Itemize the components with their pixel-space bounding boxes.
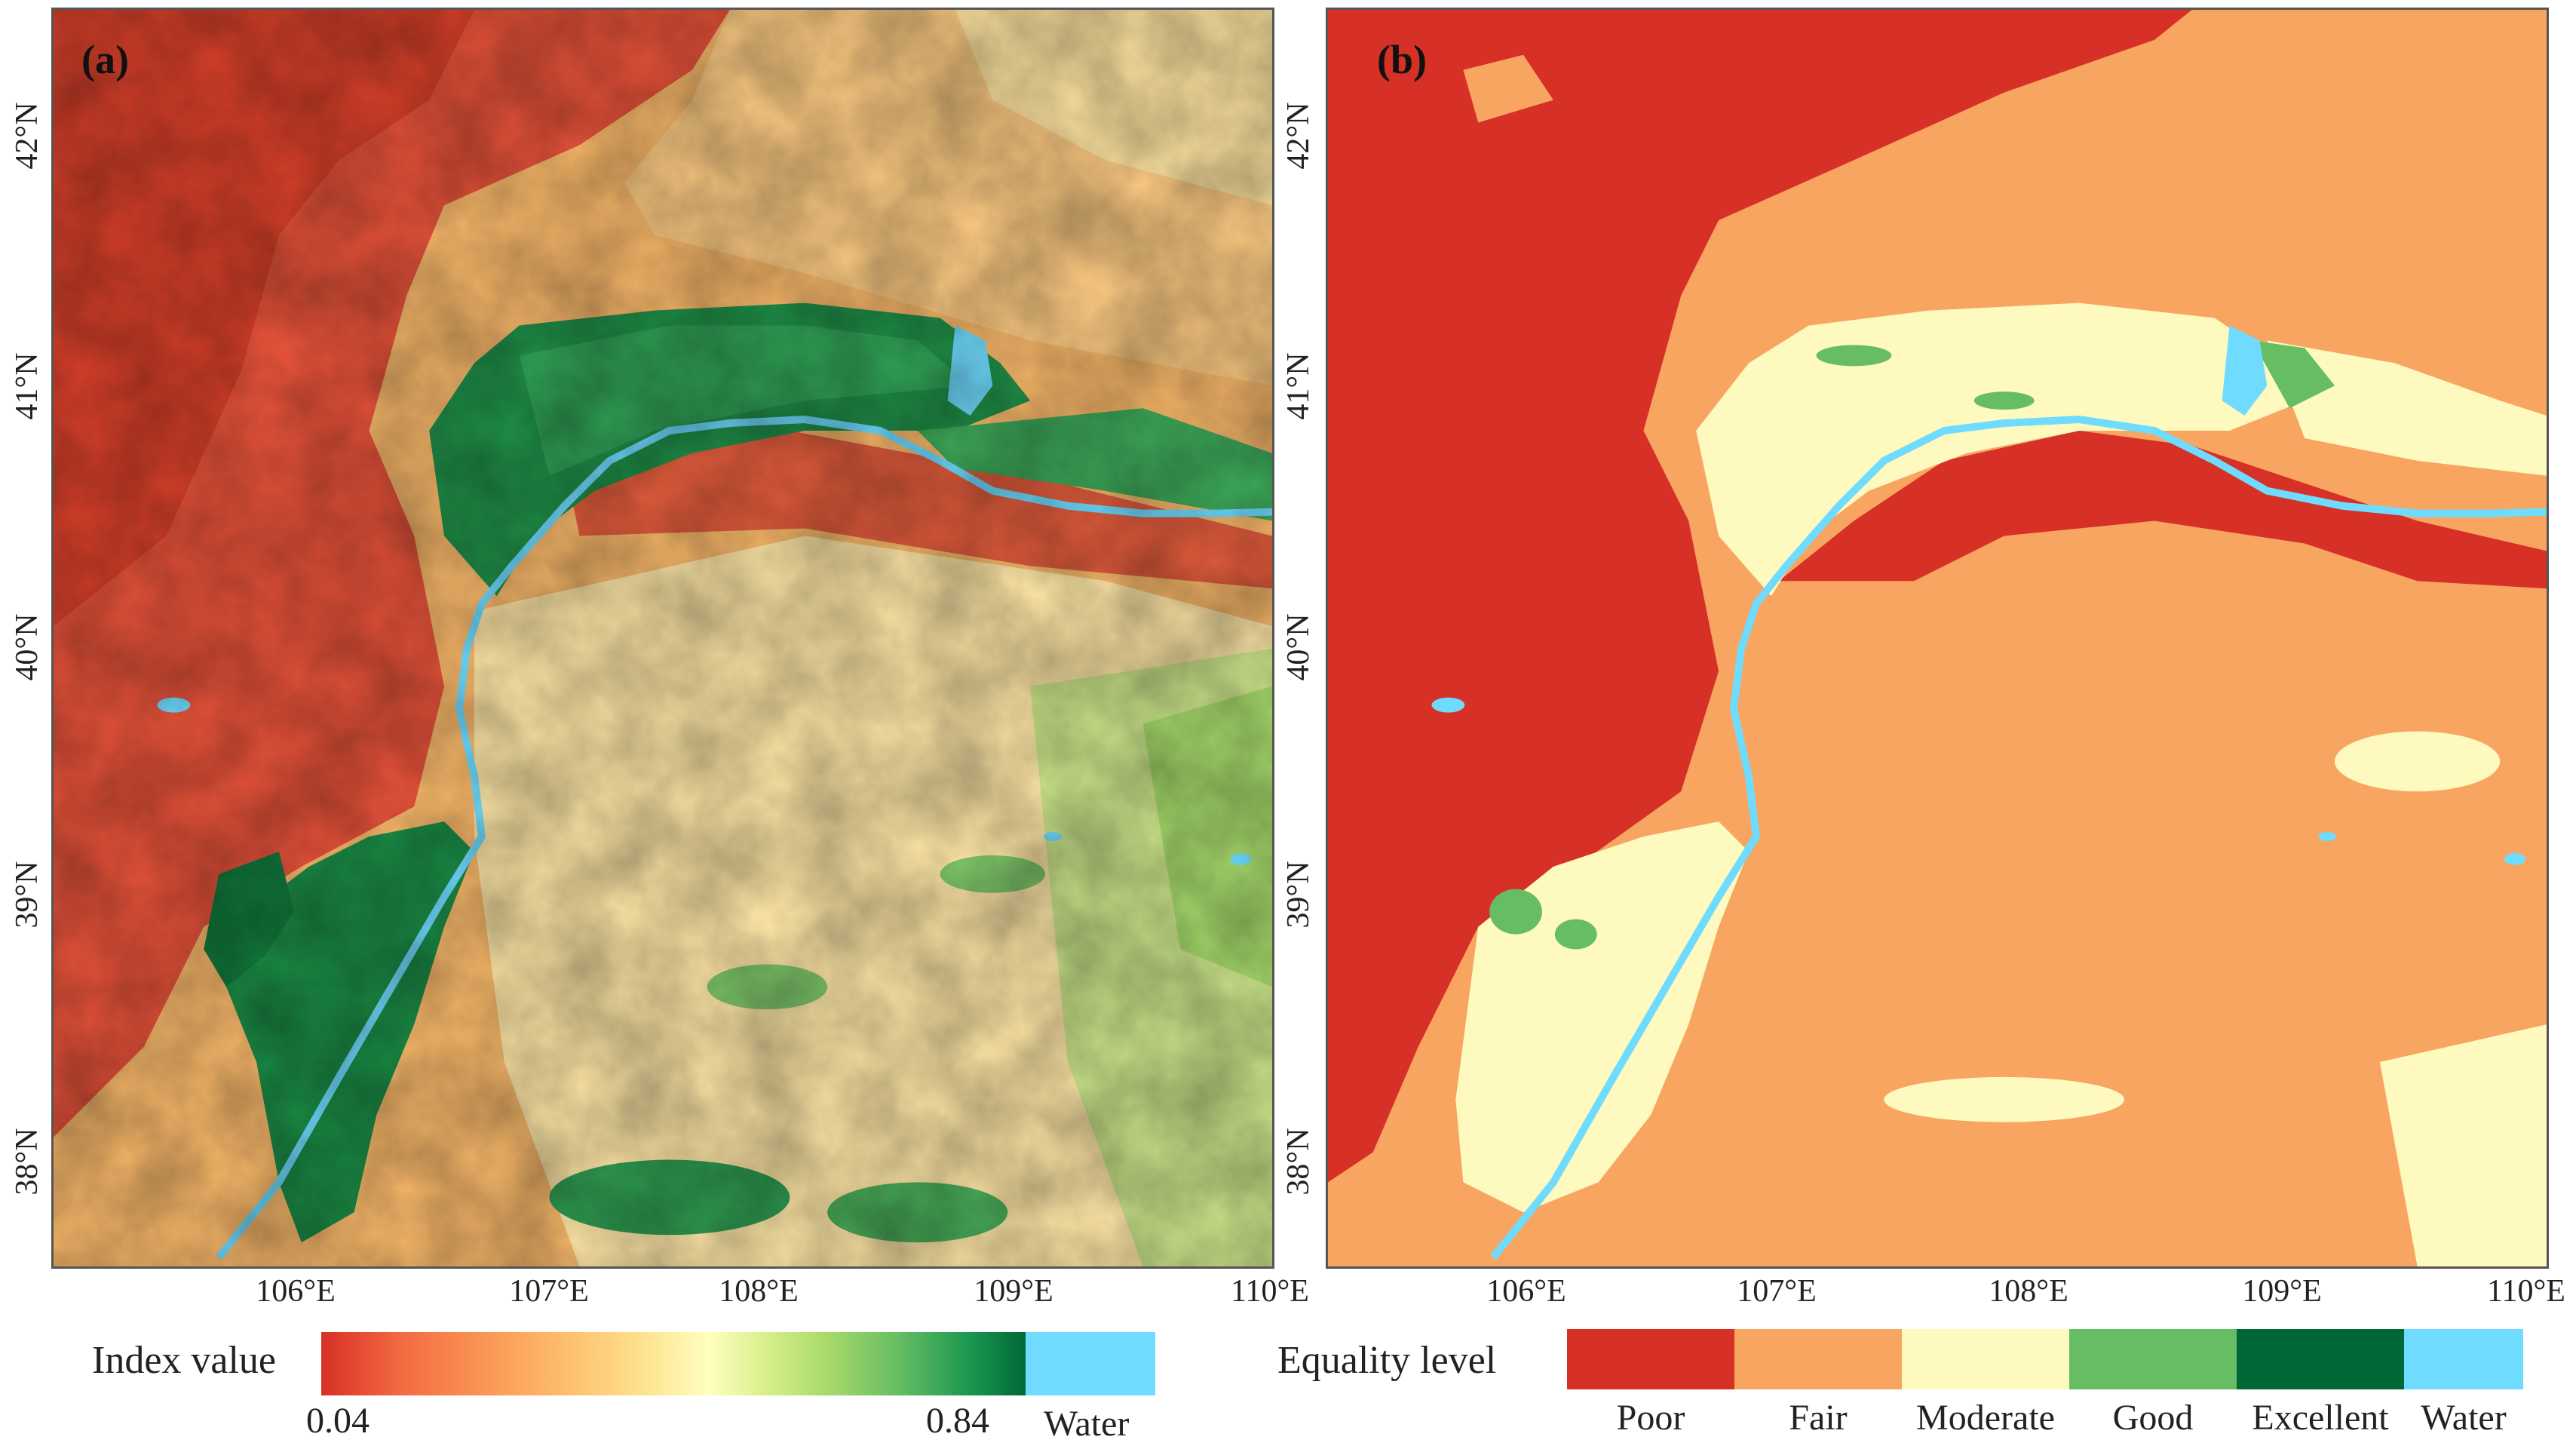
legend-swatch-water <box>2404 1329 2523 1389</box>
lat-tick-label: 41°N <box>1281 352 1316 420</box>
lon-tick-label: 106°E <box>1486 1274 1566 1309</box>
legend-max-label: 0.84 <box>926 1401 989 1441</box>
index-color-ramp <box>321 1332 1026 1395</box>
lat-tick-label: 38°N <box>1281 1128 1316 1196</box>
index-value-raster <box>54 10 1272 1266</box>
legend-swatch-poor <box>1567 1329 1734 1389</box>
lat-tick-label: 39°N <box>10 861 44 929</box>
legend-swatch-good <box>2069 1329 2237 1389</box>
lon-tick-label: 108°E <box>1989 1274 2068 1309</box>
lon-tick-label: 107°E <box>509 1274 589 1309</box>
legend-class-label: Moderate <box>1916 1398 2055 1438</box>
lon-tick-label: 106°E <box>256 1274 336 1309</box>
legend-title-equality: Equality level <box>1277 1339 1497 1382</box>
panel-label-b: (b) <box>1377 37 1427 82</box>
legend-class-label: Excellent <box>2252 1398 2389 1438</box>
legend-title-index: Index value <box>92 1339 277 1382</box>
index-value-map <box>51 8 1274 1269</box>
lat-tick-label: 38°N <box>10 1128 44 1196</box>
panel-label-a: (a) <box>81 37 129 82</box>
lon-tick-label: 108°E <box>719 1274 799 1309</box>
lat-tick-label: 42°N <box>1281 102 1316 170</box>
equality-level-map <box>1326 8 2549 1269</box>
lat-tick-label: 40°N <box>1281 613 1316 681</box>
equality-level-raster <box>1328 10 2547 1266</box>
legend-swatch-fair <box>1734 1329 1902 1389</box>
legend-swatch-moderate <box>1902 1329 2069 1389</box>
lon-tick-label: 110°E <box>2487 1274 2565 1309</box>
lon-tick-label: 110°E <box>1231 1274 1309 1309</box>
lat-tick-label: 40°N <box>10 613 44 681</box>
legend-min-label: 0.04 <box>306 1401 370 1441</box>
lat-tick-label: 42°N <box>10 102 44 170</box>
legend-class-label: Water <box>2421 1398 2507 1438</box>
lon-tick-label: 107°E <box>1737 1274 1817 1309</box>
legend-class-label: Fair <box>1789 1398 1848 1438</box>
lon-tick-label: 109°E <box>2242 1274 2322 1309</box>
lat-tick-label: 39°N <box>1281 861 1316 929</box>
water-swatch-a <box>1026 1332 1155 1395</box>
lat-tick-label: 41°N <box>10 352 44 420</box>
legend-class-label: Poor <box>1616 1398 1685 1438</box>
legend-class-label: Good <box>2112 1398 2194 1438</box>
lon-tick-label: 109°E <box>974 1274 1053 1309</box>
legend-swatch-excellent <box>2237 1329 2404 1389</box>
legend-water-label-a: Water <box>1044 1404 1130 1444</box>
